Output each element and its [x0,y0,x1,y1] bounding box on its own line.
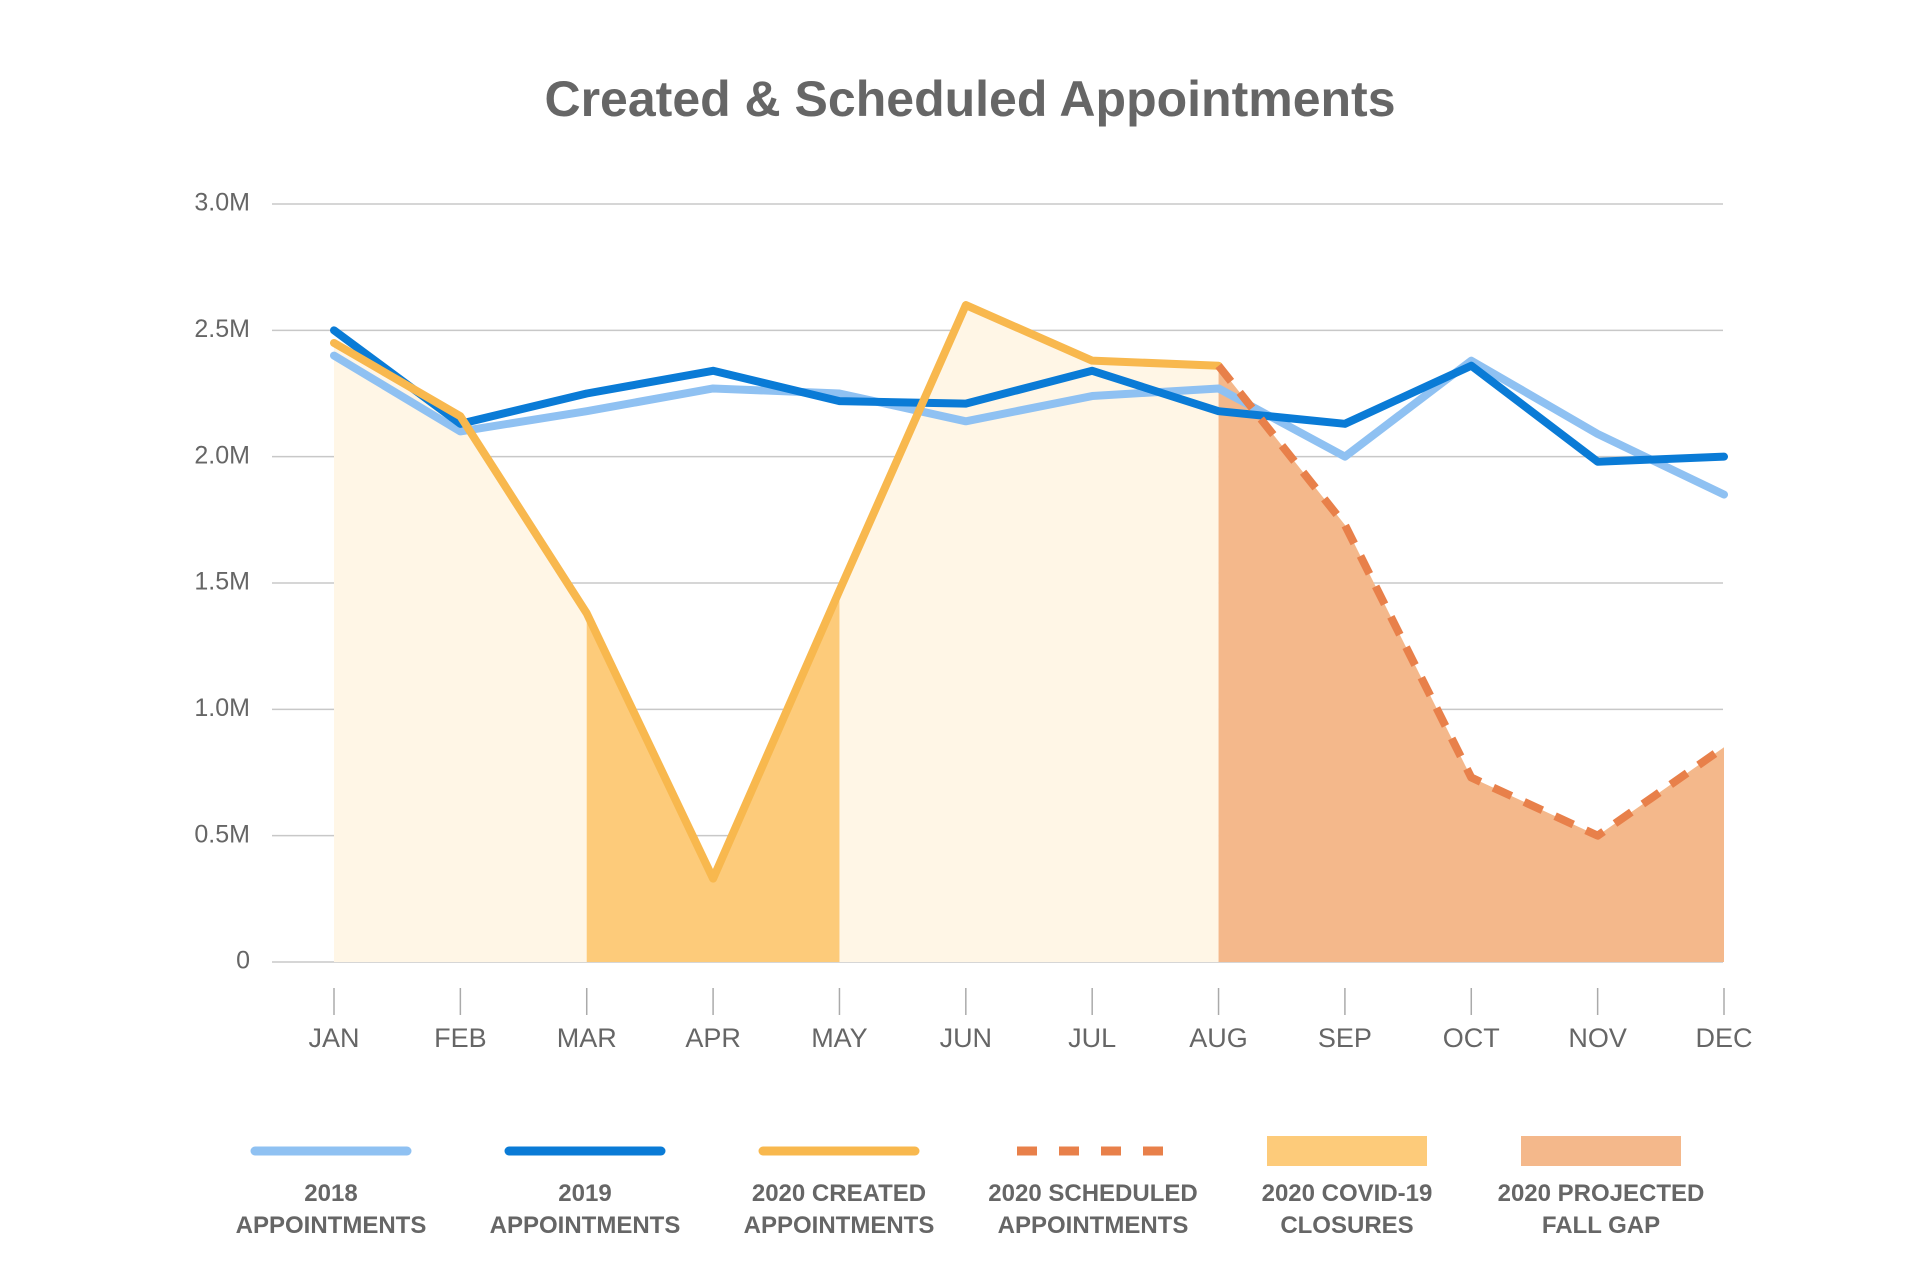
x-tick-label: AUG [1189,1023,1248,1053]
legend-swatch [1267,1136,1427,1166]
x-tick-label: OCT [1443,1023,1500,1053]
legend-label: 2020 COVID-19 CLOSURES [1261,1180,1433,1239]
y-tick-label: 2.0M [194,441,250,469]
x-tick-label: JAN [308,1023,359,1053]
legend-label: 2019 APPOINTMENTS [489,1180,681,1239]
x-tick-label: SEP [1318,1023,1372,1053]
y-tick-label: 0.5M [194,820,250,848]
x-tick-label: NOV [1568,1023,1627,1053]
legend-swatch [1521,1136,1681,1166]
area [586,590,840,962]
series-line [330,351,1728,499]
series-line [330,301,1223,883]
x-tick-label: JUL [1068,1023,1116,1053]
y-tick-label: 3.0M [194,189,250,217]
x-tick-label: DEC [1695,1023,1752,1053]
x-tick-label: MAR [557,1023,617,1053]
series-line [1215,363,1727,840]
x-tick-label: JUN [940,1023,993,1053]
x-tick-label: MAY [811,1023,868,1053]
x-tick-label: APR [685,1023,741,1053]
area [1218,365,1724,962]
legend-label: 2020 CREATED APPOINTMENTS [743,1180,935,1239]
legend-label: 2018 APPOINTMENTS [235,1180,427,1239]
chart-title: Created & Scheduled Appointments [544,71,1395,127]
y-tick-label: 1.5M [194,568,250,596]
y-tick-label: 2.5M [194,315,250,343]
x-tick-label: FEB [434,1023,487,1053]
y-tick-label: 0 [236,947,250,975]
legend-label: 2020 PROJECTED FALL GAP [1497,1180,1705,1239]
series-line [330,326,1728,466]
y-tick-label: 1.0M [194,694,250,722]
legend-label: 2020 SCHEDULED APPOINTMENTS [988,1180,1198,1239]
series-fill [334,305,1219,963]
